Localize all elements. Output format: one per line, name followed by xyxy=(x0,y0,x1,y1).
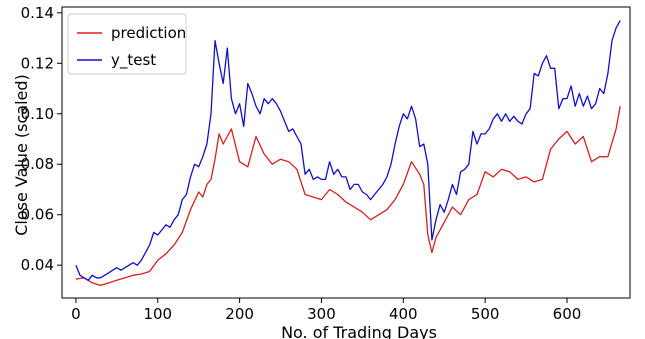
x-axis-title: No. of Trading Days xyxy=(281,323,437,339)
plot-area xyxy=(75,20,621,287)
x-tick-label: 600 xyxy=(553,305,582,323)
x-tick-label: 0 xyxy=(71,305,81,323)
series-line-prediction xyxy=(75,106,621,287)
y-tick-label: 0.10 xyxy=(21,105,54,123)
x-tick-label: 500 xyxy=(471,305,500,323)
x-tick-label: 300 xyxy=(307,305,336,323)
legend-box xyxy=(67,13,187,75)
axes: 0 100 200 300 400 500 600 0.04 0.06 0.08 0.10 0.12 0… xyxy=(21,4,631,323)
legend: prediction y_test xyxy=(67,13,187,75)
plot-frame xyxy=(61,6,631,299)
series-line-y-test xyxy=(75,20,621,281)
y-tick-label: 0.08 xyxy=(21,155,54,173)
y-tick-label: 0.12 xyxy=(21,54,54,72)
legend-label-prediction: prediction xyxy=(111,24,186,42)
legend-label-y-test: y_test xyxy=(111,51,156,70)
x-tick-label: 200 xyxy=(225,305,254,323)
y-axis-title: Close Value (scaled) xyxy=(12,74,31,236)
y-tick-label: 0.04 xyxy=(21,256,54,274)
x-tick-label: 100 xyxy=(143,305,172,323)
y-tick-label: 0.06 xyxy=(21,206,54,224)
y-tick-label: 0.14 xyxy=(21,4,54,22)
x-tick-label: 400 xyxy=(389,305,418,323)
